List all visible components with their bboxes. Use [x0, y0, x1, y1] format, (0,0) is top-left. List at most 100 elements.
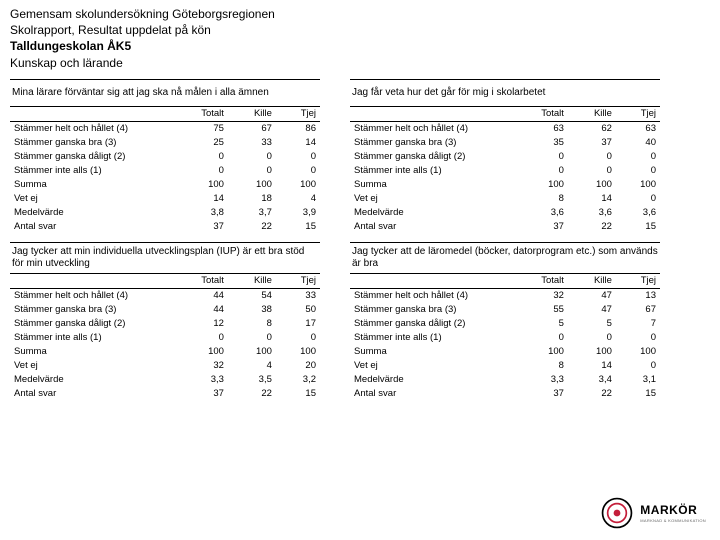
cell: 3,6 — [616, 206, 660, 220]
row-label: Summa — [350, 178, 511, 192]
table-row: Stämmer helt och hållet (4)445433 — [10, 288, 320, 303]
cell: 22 — [228, 387, 276, 401]
cell: 47 — [568, 303, 616, 317]
header-line2: Skolrapport, Resultat uppdelat på kön — [10, 22, 712, 38]
cell: 0 — [616, 359, 660, 373]
cell: 37 — [511, 220, 568, 234]
cell: 0 — [568, 150, 616, 164]
cell: 32 — [511, 288, 568, 303]
row-label: Stämmer ganska bra (3) — [10, 303, 171, 317]
row-label: Stämmer ganska bra (3) — [350, 136, 511, 150]
row-label: Stämmer helt och hållet (4) — [10, 288, 171, 303]
data-table: TotaltKilleTjejStämmer helt och hållet (… — [350, 107, 660, 234]
block-title: Jag får veta hur det går för mig i skola… — [350, 79, 660, 107]
cell: 12 — [171, 317, 228, 331]
table-row: Summa100100100 — [10, 178, 320, 192]
row-label: Vet ej — [350, 192, 511, 206]
table-row: Medelvärde3,33,43,1 — [350, 373, 660, 387]
cell: 7 — [616, 317, 660, 331]
table-row: Stämmer inte alls (1)000 — [350, 331, 660, 345]
cell: 15 — [276, 387, 320, 401]
row-label: Antal svar — [350, 387, 511, 401]
cell: 86 — [276, 121, 320, 136]
col-blank — [350, 107, 511, 122]
cell: 100 — [616, 345, 660, 359]
table-row: Summa100100100 — [350, 345, 660, 359]
col-blank — [10, 274, 171, 289]
cell: 18 — [228, 192, 276, 206]
header-line3: Talldungeskolan ÅK5 — [10, 38, 712, 54]
cell: 0 — [228, 150, 276, 164]
table-row: Stämmer ganska dåligt (2)557 — [350, 317, 660, 331]
cell: 0 — [228, 164, 276, 178]
cell: 54 — [228, 288, 276, 303]
row-label: Stämmer ganska dåligt (2) — [350, 150, 511, 164]
cell: 100 — [568, 178, 616, 192]
row-label: Vet ej — [350, 359, 511, 373]
report-header: Gemensam skolundersökning Göteborgsregio… — [0, 0, 720, 75]
cell: 37 — [171, 220, 228, 234]
cell: 5 — [568, 317, 616, 331]
cell: 40 — [616, 136, 660, 150]
col-blank — [350, 274, 511, 289]
table-row: Stämmer ganska bra (3)554767 — [350, 303, 660, 317]
cell: 0 — [568, 331, 616, 345]
cell: 3,2 — [276, 373, 320, 387]
row-label: Stämmer ganska bra (3) — [10, 136, 171, 150]
header-line1: Gemensam skolundersökning Göteborgsregio… — [10, 6, 712, 22]
table-row: Stämmer ganska bra (3)253314 — [10, 136, 320, 150]
cell: 100 — [171, 178, 228, 192]
table-row: Vet ej32420 — [10, 359, 320, 373]
row-label: Stämmer helt och hållet (4) — [350, 288, 511, 303]
block-title: Jag tycker att de läromedel (böcker, dat… — [350, 242, 660, 274]
table-row: Stämmer ganska dåligt (2)000 — [350, 150, 660, 164]
row-label: Stämmer helt och hållet (4) — [350, 121, 511, 136]
cell: 100 — [616, 178, 660, 192]
table-row: Medelvärde3,33,53,2 — [10, 373, 320, 387]
data-block: Jag tycker att min individuella utveckli… — [10, 242, 320, 401]
row-label: Antal svar — [10, 220, 171, 234]
data-table: TotaltKilleTjejStämmer helt och hållet (… — [10, 107, 320, 234]
cell: 15 — [616, 387, 660, 401]
cell: 0 — [276, 164, 320, 178]
logo-text-wrap: MARKÖR MARKNAD & KOMMUNIKATION — [640, 503, 706, 523]
cell: 63 — [616, 121, 660, 136]
cell: 15 — [616, 220, 660, 234]
row-label: Stämmer ganska dåligt (2) — [350, 317, 511, 331]
table-row: Stämmer helt och hållet (4)636263 — [350, 121, 660, 136]
cell: 22 — [568, 220, 616, 234]
cell: 3,8 — [171, 206, 228, 220]
data-table: TotaltKilleTjejStämmer helt och hållet (… — [350, 274, 660, 401]
tables-container: Mina lärare förväntar sig att jag ska nå… — [0, 75, 720, 401]
table-row: Medelvärde3,63,63,6 — [350, 206, 660, 220]
row-label: Summa — [10, 345, 171, 359]
table-row: Vet ej8140 — [350, 359, 660, 373]
header-line4: Kunskap och lärande — [10, 55, 712, 71]
cell: 8 — [511, 359, 568, 373]
table-row: Stämmer ganska dåligt (2)000 — [10, 150, 320, 164]
cell: 67 — [228, 121, 276, 136]
row-label: Stämmer inte alls (1) — [10, 164, 171, 178]
row-label: Stämmer inte alls (1) — [350, 331, 511, 345]
row-label: Antal svar — [10, 387, 171, 401]
cell: 3,6 — [568, 206, 616, 220]
cell: 3,9 — [276, 206, 320, 220]
data-block: Mina lärare förväntar sig att jag ska nå… — [10, 79, 320, 234]
data-block: Jag får veta hur det går för mig i skola… — [350, 79, 660, 234]
cell: 33 — [276, 288, 320, 303]
cell: 47 — [568, 288, 616, 303]
table-row: Antal svar372215 — [10, 387, 320, 401]
table-row: Stämmer inte alls (1)000 — [10, 164, 320, 178]
cell: 0 — [511, 164, 568, 178]
cell: 17 — [276, 317, 320, 331]
row-label: Antal svar — [350, 220, 511, 234]
cell: 13 — [616, 288, 660, 303]
cell: 25 — [171, 136, 228, 150]
table-row: Stämmer ganska bra (3)443850 — [10, 303, 320, 317]
row-label: Medelvärde — [10, 373, 171, 387]
cell: 5 — [511, 317, 568, 331]
cell: 38 — [228, 303, 276, 317]
cell: 0 — [616, 331, 660, 345]
cell: 14 — [568, 192, 616, 206]
cell: 8 — [228, 317, 276, 331]
